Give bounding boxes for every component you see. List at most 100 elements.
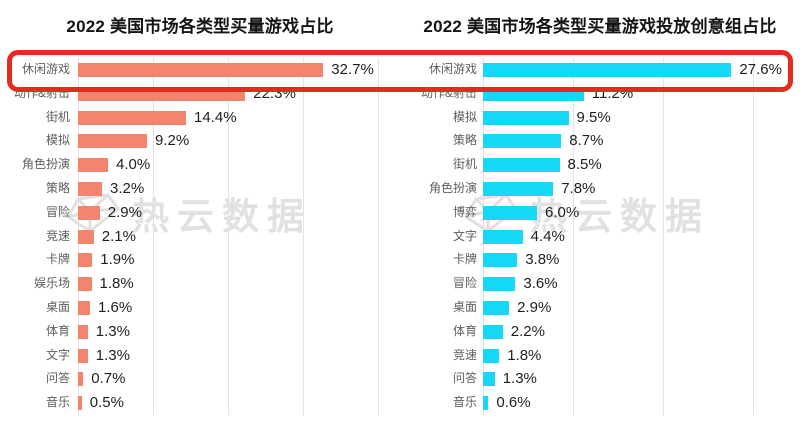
value-label: 22.3% <box>253 84 296 102</box>
value-label: 2.9% <box>107 203 142 221</box>
bar <box>78 396 82 411</box>
value-label: 2.9% <box>517 299 552 316</box>
gridline <box>228 58 229 415</box>
value-label: 27.6% <box>739 61 782 78</box>
chart-row: 桌面 2.9% <box>400 296 800 320</box>
bar <box>78 324 88 339</box>
chart-row: 问答 1.3% <box>400 367 800 391</box>
category-label: 角色扮演 <box>21 157 70 172</box>
category-label: 文字 <box>452 228 477 243</box>
plot-area: 休闲游戏 27.6% 动作&射击 11.2% 模拟 9.5% 策略 8.7% 街机 8.5% 角色扮… <box>400 0 800 438</box>
chart-row: 音乐 0.6% <box>400 391 800 415</box>
bar <box>483 134 562 149</box>
chart-row: 动作&射击 11.2% <box>400 82 800 106</box>
bar <box>483 205 537 220</box>
chart-row: 休闲游戏 32.7% <box>0 58 400 82</box>
bar <box>483 324 503 339</box>
value-label: 4.0% <box>116 156 151 174</box>
gridline <box>753 58 754 415</box>
category-label: 音乐 <box>45 395 70 410</box>
value-label: 1.6% <box>98 299 133 316</box>
value-label: 7.8% <box>561 180 596 197</box>
chart-row: 体育 1.3% <box>0 320 400 344</box>
category-label: 桌面 <box>452 300 477 314</box>
chart-row: 卡牌 1.9% <box>0 248 400 272</box>
bar <box>483 86 584 101</box>
value-label: 1.3% <box>502 370 537 388</box>
gridline <box>153 58 154 415</box>
chart-row: 文字 4.4% <box>400 225 800 249</box>
chart-row: 文字 1.3% <box>0 344 400 368</box>
category-label: 街机 <box>452 157 477 172</box>
gridline <box>303 58 304 415</box>
bar <box>483 182 554 196</box>
bar <box>78 110 186 125</box>
value-label: 9.2% <box>155 132 190 150</box>
chart-row: 桌面 1.6% <box>0 296 400 320</box>
chart-row: 竞速 1.8% <box>400 344 800 368</box>
category-label: 动作&射击 <box>420 85 477 100</box>
chart-row: 竞速 2.1% <box>0 225 400 249</box>
chart-row: 模拟 9.5% <box>400 106 800 130</box>
bar <box>483 396 489 411</box>
value-label: 2.1% <box>101 227 136 245</box>
gridline <box>573 58 574 415</box>
value-label: 8.7% <box>569 132 604 150</box>
category-label: 模拟 <box>45 133 70 148</box>
bar <box>483 229 523 244</box>
bar <box>483 301 510 315</box>
gridline <box>378 58 379 415</box>
value-label: 1.8% <box>507 346 542 364</box>
chart-row: 模拟 9.2% <box>0 129 400 153</box>
category-label: 文字 <box>45 347 70 362</box>
chart-row: 问答 0.7% <box>0 367 400 391</box>
bar <box>483 110 569 125</box>
bar <box>78 63 324 77</box>
value-label: 32.7% <box>331 61 374 78</box>
chart-row: 博弈 6.0% <box>400 201 800 225</box>
category-label: 策略 <box>45 181 70 195</box>
category-label: 博弈 <box>452 204 477 219</box>
category-label: 街机 <box>45 109 70 124</box>
value-label: 1.9% <box>100 251 135 269</box>
category-label: 竞速 <box>45 228 70 243</box>
category-label: 动作&射击 <box>13 85 70 100</box>
bar <box>483 372 495 387</box>
chart-row: 角色扮演 4.0% <box>0 153 400 177</box>
chart-row: 冒险 2.9% <box>0 201 400 225</box>
chart-panel-buy-volume-share: 2022 美国市场各类型买量游戏占比 热云数据 休闲游戏 32.7% 动作&射击 22… <box>0 17 400 415</box>
bar <box>78 158 108 173</box>
chart-row: 娱乐场 1.8% <box>0 272 400 296</box>
category-label: 卡牌 <box>45 252 70 267</box>
bar <box>483 158 560 173</box>
chart-row: 策略 3.2% <box>0 177 400 201</box>
bar <box>78 86 246 101</box>
value-label: 4.4% <box>530 227 565 245</box>
chart-row: 体育 2.2% <box>400 320 800 344</box>
value-label: 8.5% <box>567 156 602 174</box>
chart-row: 街机 8.5% <box>400 153 800 177</box>
value-label: 3.6% <box>523 275 558 293</box>
chart-row: 休闲游戏 27.6% <box>400 58 800 82</box>
bar <box>483 277 516 292</box>
value-label: 11.2% <box>591 84 634 102</box>
bar <box>483 253 518 268</box>
category-label: 冒险 <box>45 204 70 219</box>
category-label: 策略 <box>452 133 477 148</box>
chart-row: 街机 14.4% <box>0 106 400 130</box>
category-label: 体育 <box>452 323 477 338</box>
value-label: 3.2% <box>110 180 145 197</box>
category-label: 休闲游戏 <box>428 62 477 76</box>
bar <box>78 372 84 387</box>
bar <box>78 348 88 363</box>
bar <box>78 134 147 149</box>
value-label: 1.8% <box>99 275 134 293</box>
bar <box>78 301 90 315</box>
bar <box>78 253 93 268</box>
chart-row: 卡牌 3.8% <box>400 248 800 272</box>
category-label: 角色扮演 <box>428 181 477 195</box>
chart-row: 动作&射击 22.3% <box>0 82 400 106</box>
bar <box>483 63 732 77</box>
value-label: 0.6% <box>496 394 531 412</box>
